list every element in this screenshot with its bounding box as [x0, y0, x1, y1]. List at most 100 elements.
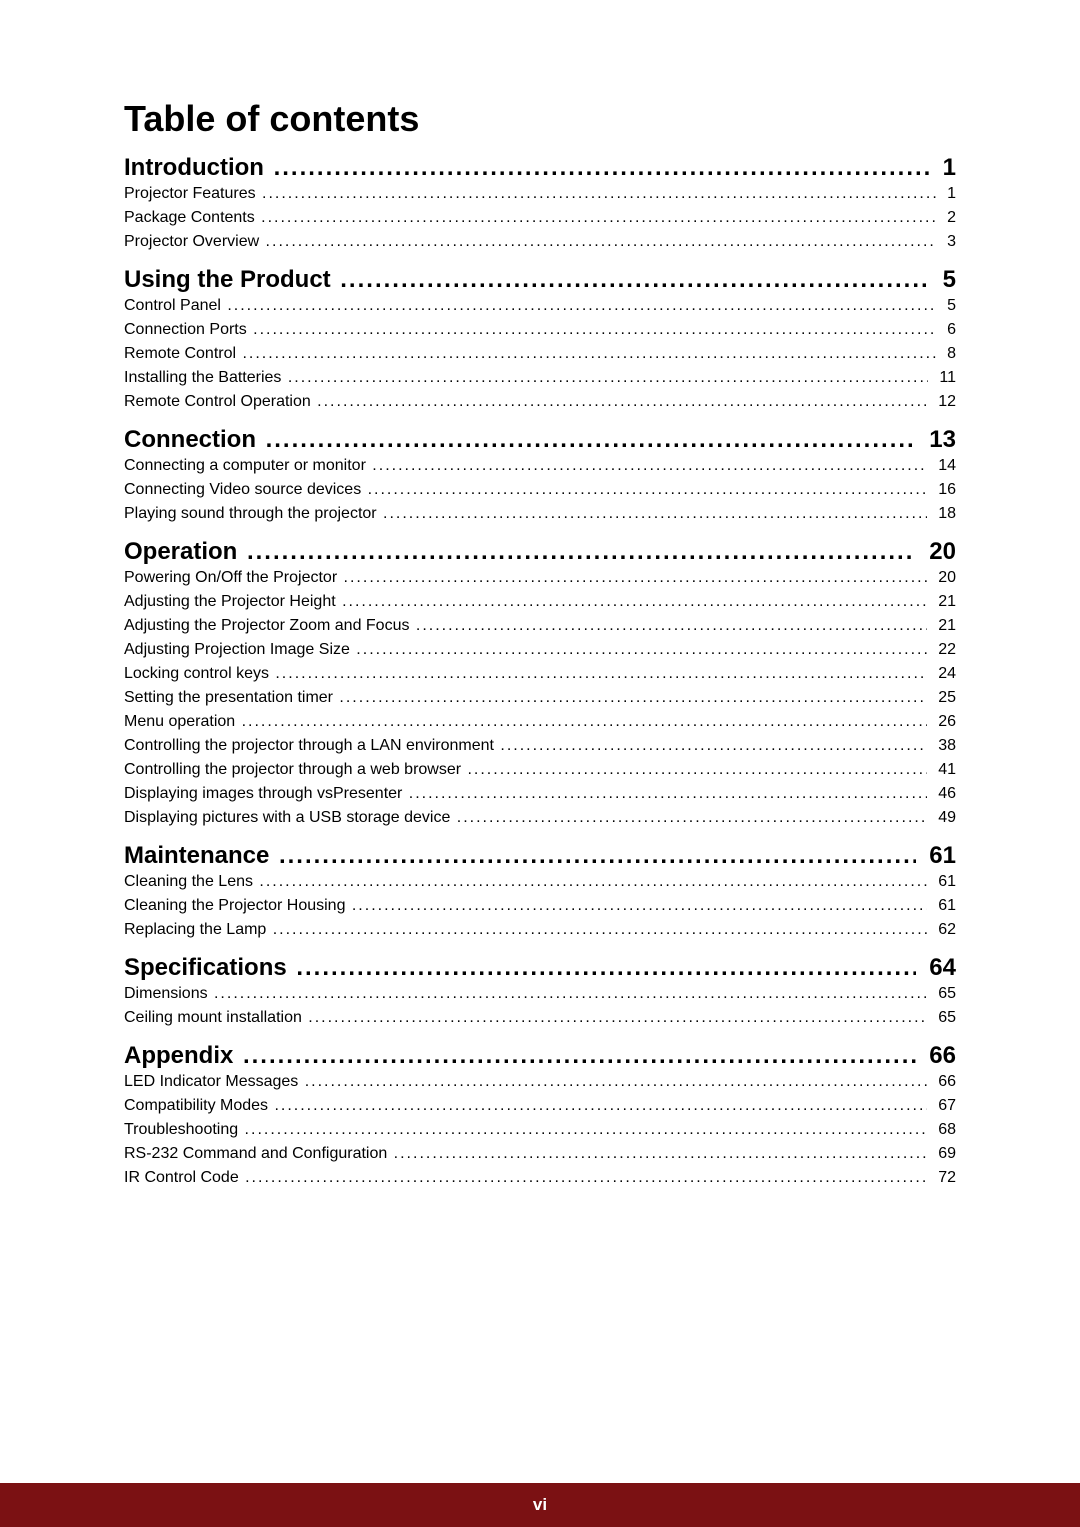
- toc-entry-page: 21: [933, 590, 956, 614]
- toc-section-heading[interactable]: Using the Product 5: [124, 266, 956, 294]
- toc-leader: [296, 954, 916, 982]
- toc-entry-label: Projector Features: [124, 182, 256, 206]
- toc-entry[interactable]: Controlling the projector through a LAN …: [124, 734, 956, 758]
- toc-entry[interactable]: Control Panel5: [124, 294, 956, 318]
- toc-entry-label: Installing the Batteries: [124, 366, 281, 390]
- toc-leader: [372, 454, 927, 478]
- toc-entry[interactable]: Cleaning the Lens61: [124, 870, 956, 894]
- toc-entry[interactable]: Connection Ports 6: [124, 318, 956, 342]
- toc-heading-page: 66: [926, 1042, 956, 1070]
- toc-entry[interactable]: Cleaning the Projector Housing 61: [124, 894, 956, 918]
- toc-entry[interactable]: RS-232 Command and Configuration69: [124, 1142, 956, 1166]
- toc-entry-page: 22: [933, 638, 956, 662]
- toc-entry[interactable]: Projector Features1: [124, 182, 956, 206]
- toc-entry[interactable]: Setting the presentation timer25: [124, 686, 956, 710]
- toc-entry[interactable]: Menu operation26: [124, 710, 956, 734]
- toc-entry-label: Package Contents: [124, 206, 255, 230]
- toc-entry[interactable]: Locking control keys24: [124, 662, 956, 686]
- toc-section-heading[interactable]: Appendix 66: [124, 1042, 956, 1070]
- toc-leader: [214, 982, 927, 1006]
- toc-entry[interactable]: Installing the Batteries 11: [124, 366, 956, 390]
- toc-leader: [409, 782, 927, 806]
- toc-heading-page: 61: [926, 842, 956, 870]
- toc-leader: [243, 1042, 916, 1070]
- toc-entry-label: Controlling the projector through a web …: [124, 758, 461, 782]
- toc-entry[interactable]: IR Control Code72: [124, 1166, 956, 1190]
- toc-entry-page: 11: [935, 366, 956, 390]
- toc-leader: [266, 230, 936, 254]
- toc-entry-page: 66: [933, 1070, 956, 1094]
- toc-entry-label: Ceiling mount installation: [124, 1006, 302, 1030]
- toc-entry-page: 61: [933, 870, 956, 894]
- toc-entry-page: 21: [933, 614, 956, 638]
- toc-entry[interactable]: Playing sound through the projector18: [124, 502, 956, 526]
- footer-bar: vi: [0, 1483, 1080, 1527]
- toc-entry-page: 6: [942, 318, 956, 342]
- toc-entry[interactable]: Adjusting the Projector Zoom and Focus21: [124, 614, 956, 638]
- toc-entry[interactable]: Controlling the projector through a web …: [124, 758, 956, 782]
- toc-heading-label: Specifications: [124, 954, 287, 982]
- toc-heading-label: Connection: [124, 426, 256, 454]
- toc-leader: [245, 1118, 927, 1142]
- toc-leader: [394, 1142, 927, 1166]
- toc-entry[interactable]: Replacing the Lamp62: [124, 918, 956, 942]
- toc-entry[interactable]: Adjusting the Projector Height21: [124, 590, 956, 614]
- toc-leader: [266, 426, 917, 454]
- toc-entry[interactable]: Adjusting Projection Image Size22: [124, 638, 956, 662]
- toc-heading-label: Appendix: [124, 1042, 233, 1070]
- toc-entry[interactable]: Projector Overview3: [124, 230, 956, 254]
- toc-leader: [500, 734, 927, 758]
- toc-entry-label: Connecting Video source devices: [124, 478, 361, 502]
- toc-entry-page: 8: [942, 342, 956, 366]
- toc-entry[interactable]: Compatibility Modes67: [124, 1094, 956, 1118]
- toc-entry[interactable]: Dimensions 65: [124, 982, 956, 1006]
- toc-entry-page: 65: [933, 1006, 956, 1030]
- toc-leader: [352, 894, 927, 918]
- toc-entry[interactable]: Remote Control8: [124, 342, 956, 366]
- toc-leader: [457, 806, 927, 830]
- toc-leader: [416, 614, 927, 638]
- toc-entry-label: IR Control Code: [124, 1166, 239, 1190]
- toc-entry-label: Dimensions: [124, 982, 208, 1006]
- toc-entry[interactable]: Displaying images through vsPresenter 46: [124, 782, 956, 806]
- toc-heading-label: Maintenance: [124, 842, 269, 870]
- toc-section-heading[interactable]: Connection13: [124, 426, 956, 454]
- toc-section-heading[interactable]: Introduction1: [124, 154, 956, 182]
- toc-entry[interactable]: Connecting a computer or monitor 14: [124, 454, 956, 478]
- toc-entry[interactable]: Connecting Video source devices16: [124, 478, 956, 502]
- toc-leader: [342, 590, 927, 614]
- toc-entry[interactable]: Displaying pictures with a USB storage d…: [124, 806, 956, 830]
- toc-entry-label: Cleaning the Projector Housing: [124, 894, 345, 918]
- toc-heading-label: Operation: [124, 538, 237, 566]
- toc-section-heading[interactable]: Operation20: [124, 538, 956, 566]
- toc-entry-page: 14: [933, 454, 956, 478]
- toc-entry[interactable]: Package Contents2: [124, 206, 956, 230]
- toc-leader: [261, 206, 936, 230]
- page-number-footer: vi: [533, 1495, 547, 1515]
- toc-leader: [305, 1070, 927, 1094]
- toc-entry[interactable]: Powering On/Off the Projector20: [124, 566, 956, 590]
- toc-entry-label: Connection Ports: [124, 318, 247, 342]
- toc-heading-label: Introduction: [124, 154, 264, 182]
- toc-entry-page: 61: [933, 894, 956, 918]
- toc-entry-label: Control Panel: [124, 294, 221, 318]
- toc-entry-page: 65: [933, 982, 956, 1006]
- toc-entry[interactable]: Remote Control Operation12: [124, 390, 956, 414]
- toc-leader: [344, 566, 927, 590]
- toc-entry-page: 41: [933, 758, 956, 782]
- toc-entry-label: Displaying images through vsPresenter: [124, 782, 402, 806]
- toc-entry-page: 18: [933, 502, 956, 526]
- toc-entry-label: Displaying pictures with a USB storage d…: [124, 806, 450, 830]
- toc-leader: [308, 1006, 927, 1030]
- toc-section-heading[interactable]: Maintenance 61: [124, 842, 956, 870]
- toc-entry[interactable]: LED Indicator Messages66: [124, 1070, 956, 1094]
- toc-entry-page: 46: [933, 782, 956, 806]
- toc-entry-label: Setting the presentation timer: [124, 686, 333, 710]
- toc-entry-page: 24: [933, 662, 956, 686]
- toc-entry[interactable]: Ceiling mount installation 65: [124, 1006, 956, 1030]
- toc-entry-label: Connecting a computer or monitor: [124, 454, 366, 478]
- toc-heading-label: Using the Product: [124, 266, 331, 294]
- toc-section-heading[interactable]: Specifications64: [124, 954, 956, 982]
- toc-entry[interactable]: Troubleshooting68: [124, 1118, 956, 1142]
- toc-heading-page: 5: [939, 266, 956, 294]
